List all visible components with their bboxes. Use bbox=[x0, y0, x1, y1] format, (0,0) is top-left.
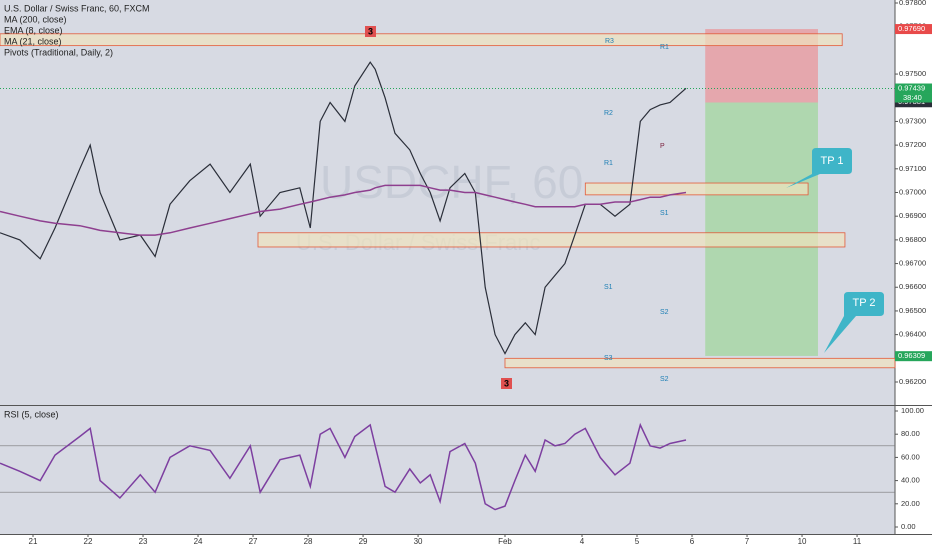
x-tick-label: 28 bbox=[304, 537, 313, 546]
y-tick-label: 0.96200 bbox=[899, 377, 926, 386]
y2-tick-label: 40.00 bbox=[901, 476, 920, 485]
price-tag-label: 0.96309 bbox=[898, 351, 925, 360]
countdown: 38:40 bbox=[903, 93, 922, 102]
callout-label: TP 1 bbox=[820, 155, 843, 167]
pivot-label: R3 bbox=[605, 38, 614, 45]
x-tick-label: 6 bbox=[690, 537, 695, 546]
zone bbox=[0, 33, 843, 47]
y2-tick-label: 60.00 bbox=[901, 452, 920, 461]
x-tick-label: 10 bbox=[798, 537, 807, 546]
marker-label: 3 bbox=[368, 26, 373, 36]
y-tick-label: 0.96700 bbox=[899, 259, 926, 268]
y-tick-label: 0.96600 bbox=[899, 282, 926, 291]
indicator-label: MA (200, close) bbox=[4, 14, 67, 24]
pivot-label: S2 bbox=[660, 376, 669, 383]
x-tick-label: 5 bbox=[635, 537, 640, 546]
series-line bbox=[0, 422, 687, 511]
series-line bbox=[0, 61, 687, 355]
y-tick-label: 0.97000 bbox=[899, 187, 926, 196]
zone bbox=[257, 232, 846, 248]
x-tick-label: 21 bbox=[29, 537, 38, 546]
y2-tick-label: 80.00 bbox=[901, 429, 920, 438]
title: U.S. Dollar / Swiss Franc, 60, FXCM bbox=[4, 3, 150, 13]
target-zone bbox=[705, 102, 818, 356]
price-tag-label: 0.97690 bbox=[898, 24, 925, 33]
callout bbox=[824, 292, 884, 353]
x-tick-label: 27 bbox=[249, 537, 258, 546]
y-tick-label: 0.96800 bbox=[899, 235, 926, 244]
x-tick-label: Feb bbox=[498, 537, 512, 546]
y-tick-label: 0.97200 bbox=[899, 140, 926, 149]
x-tick-label: 22 bbox=[84, 537, 93, 546]
x-tick-label: 24 bbox=[194, 537, 203, 546]
y2-tick-label: 0.00 bbox=[901, 522, 916, 531]
y-tick-label: 0.97800 bbox=[899, 0, 926, 7]
zone bbox=[584, 182, 809, 196]
indicator-label: Pivots (Traditional, Daily, 2) bbox=[4, 47, 113, 57]
y2-tick-label: 20.00 bbox=[901, 499, 920, 508]
x-tick-label: 11 bbox=[853, 537, 862, 546]
x-tick-label: 29 bbox=[359, 537, 368, 546]
pivot-label: R1 bbox=[604, 160, 613, 167]
pivot-label: R1 bbox=[660, 44, 669, 51]
price-tag bbox=[895, 351, 932, 362]
x-tick-label: 23 bbox=[139, 537, 148, 546]
series-line bbox=[0, 184, 687, 236]
price-tag-label: 0.97439 bbox=[898, 83, 925, 92]
pivot-label: S1 bbox=[604, 284, 613, 291]
watermark-symbol: USDCHF, 60 bbox=[320, 156, 583, 208]
y-tick-label: 0.97300 bbox=[899, 116, 926, 125]
y-tick-label: 0.96400 bbox=[899, 330, 926, 339]
x-tick-label: 7 bbox=[745, 537, 750, 546]
rsi-label: RSI (5, close) bbox=[4, 409, 59, 419]
callout bbox=[786, 148, 852, 188]
countdown-tag bbox=[895, 93, 932, 103]
price-tag bbox=[895, 24, 932, 35]
indicator-label: MA (21, close) bbox=[4, 36, 62, 46]
callout-label: TP 2 bbox=[852, 297, 875, 309]
pivot-label: S2 bbox=[660, 309, 669, 316]
pivot-label: S3 bbox=[604, 355, 613, 362]
marker bbox=[365, 26, 376, 37]
y2-tick-label: 100.00 bbox=[901, 406, 924, 415]
y-tick-label: 0.96500 bbox=[899, 306, 926, 315]
indicator-label: EMA (8, close) bbox=[4, 25, 63, 35]
marker bbox=[501, 378, 512, 389]
y-tick-label: 0.97100 bbox=[899, 164, 926, 173]
price-tag bbox=[895, 83, 932, 94]
marker-label: 3 bbox=[504, 378, 509, 388]
x-tick-label: 4 bbox=[580, 537, 585, 546]
rsi-pane bbox=[0, 406, 895, 534]
pivot-label: P bbox=[660, 143, 665, 150]
y-tick-label: 0.97500 bbox=[899, 69, 926, 78]
pivot-label: R2 bbox=[604, 110, 613, 117]
x-tick-label: 30 bbox=[414, 537, 423, 546]
y-tick-label: 0.96900 bbox=[899, 211, 926, 220]
pivot-label: S1 bbox=[660, 210, 669, 217]
zone bbox=[504, 357, 896, 369]
